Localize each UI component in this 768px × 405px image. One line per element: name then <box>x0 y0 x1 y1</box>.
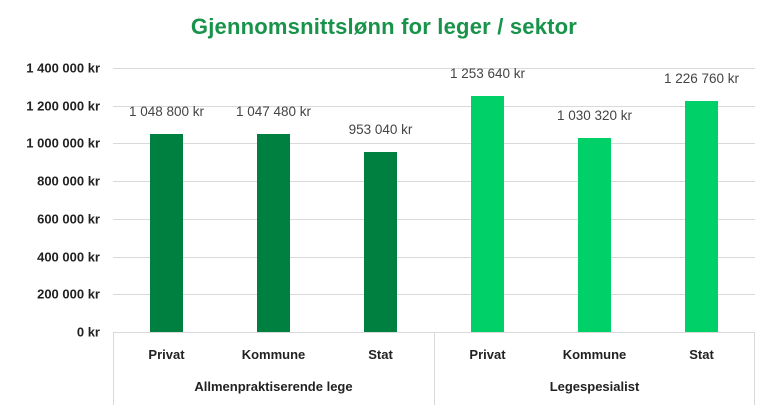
group-label: Legespesialist <box>549 379 640 394</box>
gridline <box>113 105 755 107</box>
category-label: Stat <box>689 347 714 362</box>
gridline <box>113 294 755 296</box>
bar <box>364 152 397 332</box>
category-label: Privat <box>148 347 185 362</box>
data-label: 1 226 760 kr <box>663 70 740 86</box>
y-tick-label: 400 000 kr <box>37 249 100 265</box>
axis-divider <box>754 333 755 405</box>
data-label: 1 048 800 kr <box>128 104 205 120</box>
data-label: 953 040 kr <box>348 122 413 138</box>
category-label: Kommune <box>562 347 627 362</box>
gridline <box>113 218 755 220</box>
bar <box>257 134 290 332</box>
data-label: 1 030 320 kr <box>556 107 633 123</box>
gridline <box>113 143 755 145</box>
data-label: 1 047 480 kr <box>235 104 312 120</box>
y-tick-label: 200 000 kr <box>37 286 100 302</box>
gridline <box>113 256 755 258</box>
y-tick-label: 1 400 000 kr <box>26 60 100 76</box>
bar <box>471 95 504 332</box>
y-tick-label: 800 000 kr <box>37 173 100 189</box>
bar <box>685 100 718 332</box>
x-axis: Allmenpraktiserende lege Legespesialist … <box>113 332 755 405</box>
data-label: 1 253 640 kr <box>449 65 526 81</box>
y-tick-label: 1 200 000 kr <box>26 98 100 114</box>
bar <box>578 137 611 332</box>
chart-title: Gjennomsnittslønn for leger / sektor <box>190 14 578 39</box>
group-label: Allmenpraktiserende lege <box>194 379 353 394</box>
axis-divider <box>434 333 435 405</box>
y-tick-label: 1 000 000 kr <box>26 135 100 151</box>
axis-divider <box>113 333 114 405</box>
bar <box>150 134 183 332</box>
category-label: Stat <box>368 347 393 362</box>
y-tick-label: 600 000 kr <box>37 211 100 227</box>
category-label: Kommune <box>241 347 306 362</box>
gridline <box>113 68 755 69</box>
plot-area: 1 048 800 kr 1 047 480 kr 953 040 kr 1 253 … <box>113 65 755 333</box>
gridline <box>113 181 755 183</box>
category-label: Privat <box>469 347 506 362</box>
y-tick-label: 0 kr <box>76 324 100 340</box>
